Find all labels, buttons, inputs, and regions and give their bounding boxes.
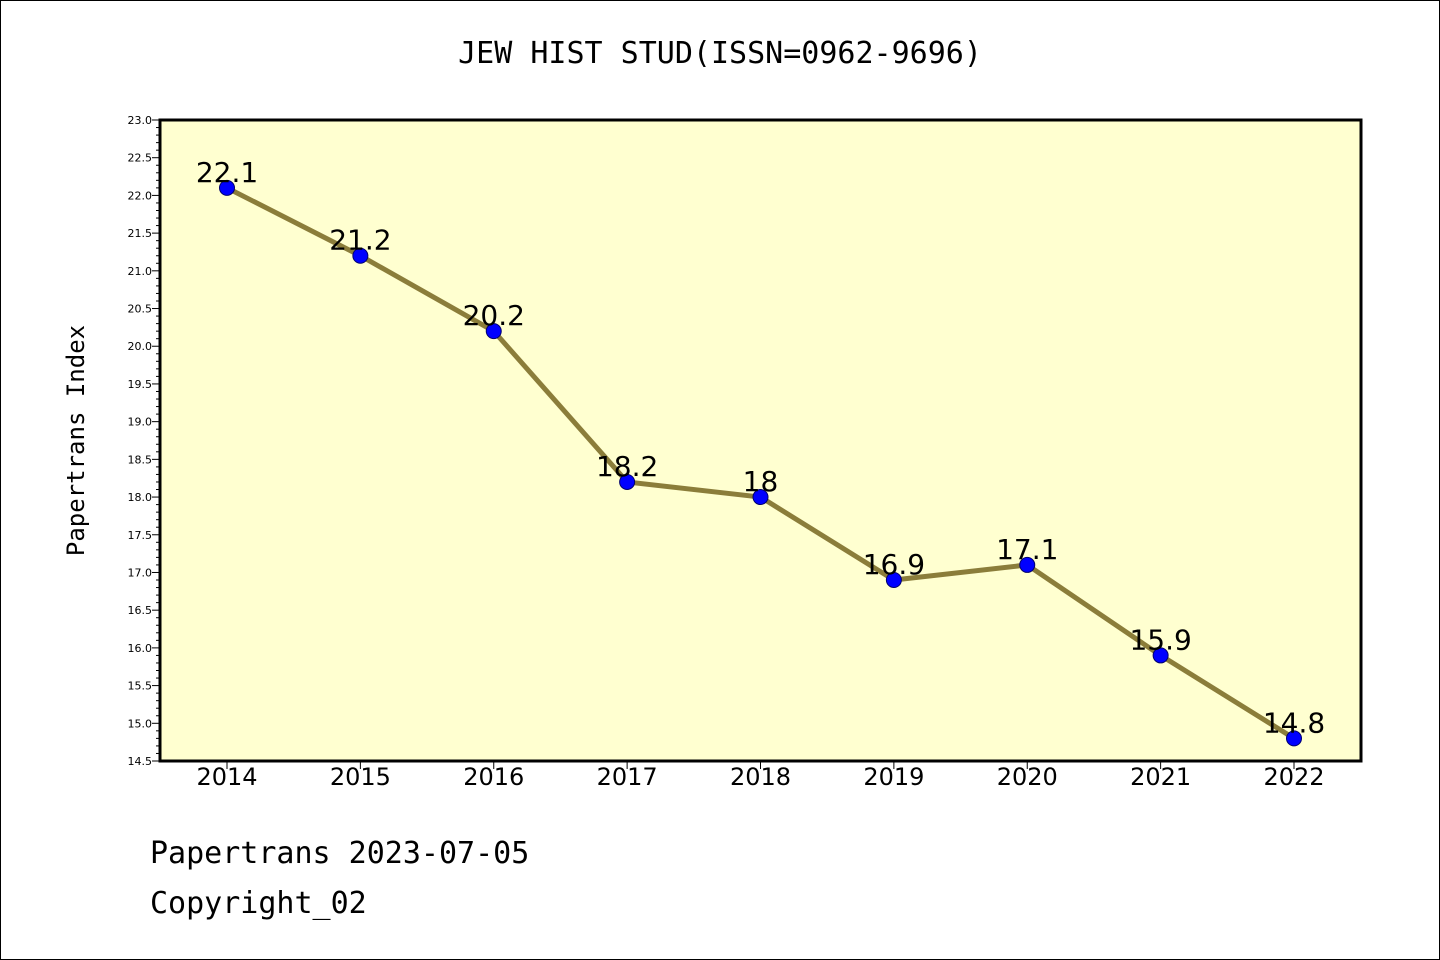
- x-tick-label: 2016: [463, 763, 524, 791]
- footer-date: Papertrans 2023-07-05: [150, 836, 530, 871]
- y-tick-label: 23.0: [128, 114, 153, 127]
- x-axis: 2014 2015 2016 2017 2018 2019 2020 2021 2022: [196, 761, 1325, 791]
- x-tick-label: 2021: [1130, 763, 1191, 791]
- data-label: 18.2: [596, 450, 658, 483]
- y-tick-label: 14.5: [128, 755, 153, 768]
- y-tick-label: 17.5: [128, 529, 153, 542]
- data-point: [885, 572, 902, 589]
- data-point: [619, 473, 636, 490]
- y-tick-label: 20.0: [128, 340, 153, 353]
- footer-copyright: Copyright_02: [150, 886, 367, 921]
- x-tick-label: 2015: [330, 763, 391, 791]
- y-tick-label: 22.5: [128, 152, 153, 165]
- data-point: [1019, 556, 1036, 573]
- x-tick-label: 2017: [597, 763, 658, 791]
- x-tick-label: 2022: [1263, 763, 1324, 791]
- y-tick-label: 18.5: [128, 453, 153, 466]
- y-tick-label: 17.0: [128, 566, 153, 579]
- y-tick-label: 15.0: [128, 717, 153, 730]
- x-tick-label: 2019: [863, 763, 924, 791]
- data-point: [1152, 647, 1169, 664]
- chart-title: JEW HIST STUD(ISSN=0962-9696): [458, 36, 982, 71]
- data-label: 22.1: [196, 156, 258, 189]
- y-tick-label: 19.0: [128, 416, 153, 429]
- data-label: 16.9: [863, 548, 925, 581]
- y-tick-label: 15.5: [128, 680, 153, 693]
- data-label: 15.9: [1129, 623, 1191, 656]
- y-tick-label: 19.5: [128, 378, 153, 391]
- y-axis: 14.5 15.0 15.5 16.0 16.5 17.0 17.5 18.0 18.5 19.0…: [128, 114, 160, 768]
- data-point: [1286, 730, 1302, 747]
- y-tick-label: 18.0: [128, 491, 153, 504]
- x-tick-label: 2018: [730, 763, 791, 791]
- data-label: 14.8: [1263, 706, 1325, 739]
- x-tick-label: 2014: [196, 763, 257, 791]
- plot-area: [158, 118, 1363, 763]
- y-tick-label: 22.0: [128, 189, 153, 202]
- data-point: [752, 489, 769, 506]
- y-tick-label: 21.5: [128, 227, 153, 240]
- y-tick-label: 20.5: [128, 303, 153, 316]
- y-tick-label: 16.5: [128, 604, 153, 617]
- data-label: 21.2: [329, 224, 391, 257]
- data-point: [352, 247, 369, 264]
- data-label: 20.2: [463, 299, 525, 332]
- x-tick-label: 2020: [997, 763, 1058, 791]
- y-tick-label: 16.0: [128, 642, 153, 655]
- y-tick-label: 21.0: [128, 265, 153, 278]
- data-point: [219, 179, 235, 196]
- data-label: 17.1: [996, 533, 1058, 566]
- series-layer: 22.1 21.2 20.2 18.2 18 16.9 17.1 15.9 14.8: [196, 156, 1325, 747]
- data-label: 18: [743, 465, 779, 498]
- y-axis-label: Papertrans Index: [62, 325, 90, 556]
- data-point: [485, 323, 502, 340]
